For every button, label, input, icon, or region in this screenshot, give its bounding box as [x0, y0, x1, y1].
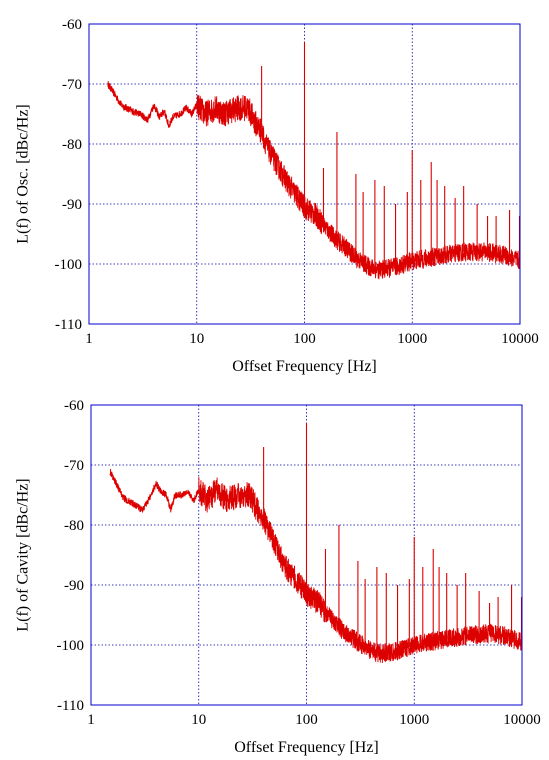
x-tick-labels: 1 10 100 1000 10000 — [85, 331, 539, 347]
x-tick-label: 1 — [85, 331, 93, 347]
y-tick-labels: -60 -70 -80 -90 -100 -110 — [57, 398, 85, 714]
y-tick-label: -110 — [57, 698, 84, 714]
y-axis-title: L(f) of Osc. [dBc/Hz] — [15, 104, 32, 244]
y-tick-labels: -60 -70 -80 -90 -100 -110 — [55, 17, 83, 333]
y-tick-label: -90 — [62, 197, 82, 213]
trace-series — [109, 423, 523, 664]
x-tick-labels: 1 10 100 1000 10000 — [87, 712, 541, 728]
x-tick-label: 100 — [293, 331, 316, 347]
y-tick-label: -60 — [64, 398, 84, 414]
trace-series — [107, 42, 521, 280]
y-tick-label: -60 — [62, 17, 82, 33]
y-tick-label: -90 — [64, 578, 84, 594]
x-axis-title: Offset Frequency [Hz] — [232, 358, 377, 375]
y-tick-label: -70 — [64, 458, 84, 474]
x-tick-label: 1 — [87, 712, 95, 728]
y-axis-title: L(f) of Cavity [dBc/Hz] — [15, 478, 32, 631]
chart-osc: 1 10 100 1000 10000 -60 -70 -80 -90 -100 -110 Off… — [15, 17, 539, 375]
x-tick-label: 1000 — [397, 331, 427, 347]
plot-frame — [88, 23, 521, 325]
y-tick-label: -80 — [64, 518, 84, 534]
y-tick-label: -100 — [55, 257, 83, 273]
x-axis-title: Offset Frequency [Hz] — [234, 739, 379, 756]
x-tick-label: 10000 — [501, 331, 539, 347]
y-tick-label: -70 — [62, 77, 82, 93]
y-tick-label: -100 — [57, 638, 85, 654]
x-tick-label: 1000 — [399, 712, 429, 728]
y-tick-label: -110 — [55, 317, 82, 333]
trace-line — [107, 81, 521, 280]
chart-cavity: 1 10 100 1000 10000 -60 -70 -80 -90 -100 -110 Off… — [15, 398, 541, 756]
plot-frame — [90, 404, 523, 706]
x-tick-label: 10000 — [503, 712, 541, 728]
y-tick-label: -80 — [62, 137, 82, 153]
x-tick-label: 10 — [191, 712, 206, 728]
trace-line — [109, 468, 523, 664]
x-tick-label: 10 — [189, 331, 204, 347]
x-tick-label: 100 — [295, 712, 318, 728]
